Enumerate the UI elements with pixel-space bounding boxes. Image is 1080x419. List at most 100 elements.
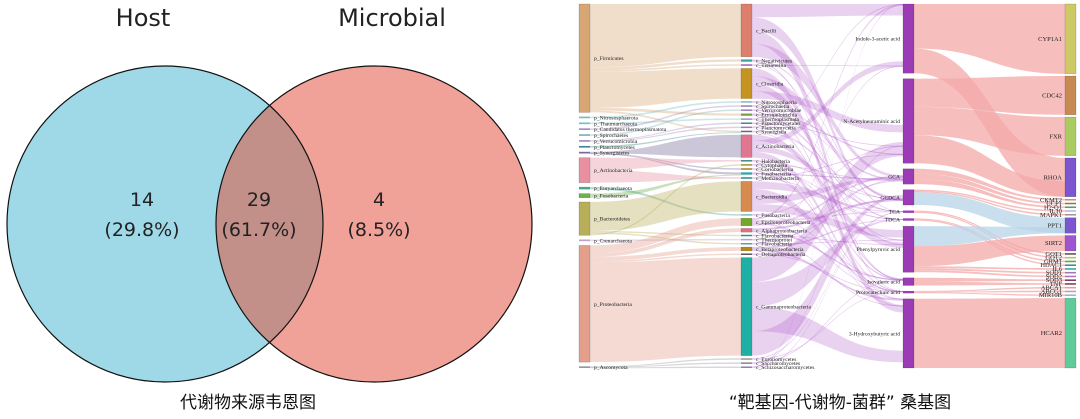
sankey-label-metabolites: Protocatechuic acid — [856, 290, 900, 296]
sankey-link-class-metabolite — [752, 4, 903, 128]
sankey-nodes: p_Firmicutes p_Nitrososphaerotap_Thaumarc… — [578, 3, 1077, 371]
sankey-label-classes: c_Clostridia — [756, 81, 784, 87]
sankey-link-phylum-class — [590, 132, 741, 148]
sankey-label-genes: SOD1 — [1046, 270, 1062, 277]
venn-count-both: 29 — [247, 189, 271, 211]
sankey-label-metabolites: TDCA — [885, 218, 900, 224]
sankey-node-phyla — [578, 201, 591, 236]
sankey-link-class-metabolite — [752, 61, 903, 147]
sankey-node-classes — [741, 59, 752, 62]
sankey-link-class-metabolite — [752, 119, 903, 292]
sankey-label-metabolites: TCA — [889, 210, 900, 216]
sankey-node-phyla — [579, 145, 590, 148]
sankey-node-classes — [741, 160, 752, 162]
venn-count-microbial-only: 4 — [373, 189, 385, 211]
sankey-node-metabolites — [903, 218, 914, 221]
sankey-node-classes — [740, 246, 753, 252]
sankey-label-genes: GOT2 — [1045, 255, 1062, 262]
sankey-link-metabolite-gene — [914, 4, 1065, 74]
sankey-node-genes — [1065, 210, 1076, 212]
sankey-link-phylum-class — [590, 366, 741, 369]
sankey-label-genes: HCAR2 — [1041, 330, 1062, 337]
sankey-label-genes: FXR — [1049, 133, 1062, 140]
sankey-node-phyla — [579, 151, 590, 154]
sankey-link-class-metabolite — [752, 131, 903, 280]
sankey-label-genes: CKMT2 — [1040, 197, 1062, 204]
sankey-link-phylum-class — [590, 362, 741, 368]
sankey-link-class-metabolite — [752, 173, 903, 180]
sankey-node-classes — [741, 126, 752, 129]
sankey-node-classes — [741, 234, 752, 237]
sankey-node-metabolites — [902, 3, 915, 74]
sankey-link-phylum-class — [590, 107, 741, 116]
venn-diagram: Host Microbial 14 (29.8%) 29 (61.7%) 4 (… — [6, 4, 533, 413]
sankey-node-genes — [1065, 253, 1076, 255]
sankey-label-phyla: p_Nitrososphaerota — [594, 115, 638, 121]
sankey-link-metabolite-gene — [914, 286, 1065, 292]
sankey-link-class-metabolite — [752, 253, 903, 292]
sankey-link-class-metabolite — [752, 106, 903, 300]
sankey-link-class-metabolite — [752, 146, 903, 212]
sankey-label-classes: c_Saccharomycetes — [756, 361, 800, 367]
sankey-link-class-metabolite — [752, 123, 903, 147]
sankey-link-class-metabolite — [752, 122, 903, 281]
sankey-node-genes — [1065, 206, 1076, 209]
sankey-link-phylum-class — [590, 110, 741, 133]
sankey-link-class-metabolite — [752, 75, 903, 200]
sankey-link-metabolite-gene — [914, 192, 1065, 234]
sankey-label-genes: CDC42 — [1042, 92, 1062, 99]
sankey-link-class-metabolite — [752, 188, 903, 292]
sankey-node-phyla — [578, 157, 591, 183]
sankey-link-metabolite-gene — [914, 76, 1065, 115]
sankey-link-phylum-class — [590, 358, 741, 368]
sankey-link-class-metabolite — [752, 199, 903, 231]
sankey-label-metabolites: Indole-3-acetic acid — [855, 37, 900, 43]
sankey-node-genes — [1065, 213, 1076, 216]
sankey-link-class-metabolite — [752, 177, 903, 220]
sankey-link-class-metabolite — [752, 211, 903, 360]
sankey-node-phyla — [579, 186, 590, 190]
sankey-node-metabolites — [902, 277, 915, 286]
sankey-link-phylum-class — [590, 101, 741, 119]
sankey-link-phylum-class — [590, 181, 741, 231]
sankey-label-genes: GOT1 — [1045, 251, 1062, 258]
sankey-link-class-metabolite — [752, 113, 903, 155]
sankey-label-genes: TNF — [1050, 281, 1063, 288]
sankey-link-class-metabolite — [752, 109, 903, 292]
sankey-link-class-metabolite — [752, 91, 903, 133]
sankey-node-genes — [1064, 116, 1077, 157]
sankey-node-genes — [1065, 271, 1076, 274]
sankey-link-class-metabolite — [752, 160, 903, 200]
sankey-label-metabolites: GCDCA — [880, 195, 900, 201]
sankey-label-genes: UCP1 — [1046, 201, 1062, 208]
sankey-node-phyla — [579, 122, 590, 125]
sankey-node-metabolites — [903, 210, 914, 213]
sankey-node-classes — [741, 101, 752, 103]
sankey-label-genes: PPT1 — [1048, 222, 1062, 229]
sankey-node-genes — [1065, 256, 1076, 259]
sankey-link-class-metabolite — [752, 65, 903, 67]
sankey-label-classes: c_Flavobacteria — [756, 242, 792, 248]
sankey-link-phylum-class — [590, 186, 741, 216]
sankey-label-classes: c_Planctomycetales — [756, 121, 800, 127]
venn-label-host: Host — [116, 4, 171, 32]
sankey-link-metabolite-gene — [914, 270, 1065, 278]
sankey-link-class-metabolite — [752, 154, 903, 178]
sankey-label-phyla: p_Fusobacteria — [594, 194, 629, 200]
sankey-label-genes: MAPK1 — [1040, 212, 1062, 219]
sankey-node-metabolites — [902, 189, 915, 206]
sankey-link-class-metabolite — [752, 211, 903, 368]
sankey-node-genes — [1065, 279, 1076, 281]
sankey-link-class-metabolite — [752, 181, 903, 213]
sankey-node-metabolites — [903, 290, 914, 294]
sankey-node-classes — [741, 130, 752, 133]
sankey-node-classes — [740, 257, 753, 356]
sankey-node-phyla — [579, 134, 590, 136]
sankey-label-genes: SIRT2 — [1045, 240, 1062, 247]
sankey-label-genes: IL10 — [1049, 208, 1062, 215]
sankey-link-phylum-class — [590, 247, 741, 261]
sankey-label-genes: IL6 — [1053, 266, 1063, 273]
sankey-label-classes: c_Coriobacteriia — [756, 167, 794, 173]
sankey-label-classes: c_Flavobacteriia — [756, 234, 794, 240]
sankey-label-genes: GRM1 — [1044, 258, 1062, 265]
